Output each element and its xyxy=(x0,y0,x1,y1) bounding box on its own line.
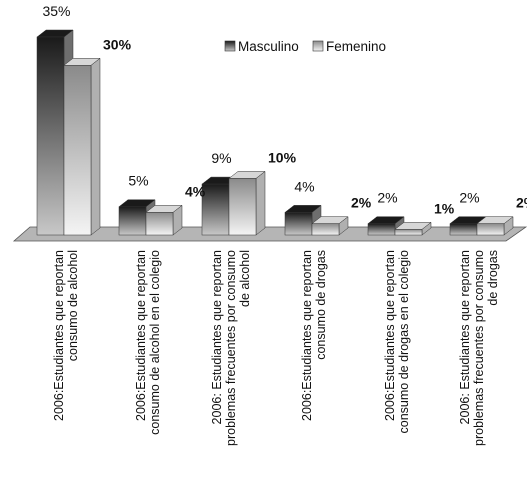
category-label-line: 2006:Estudiantes que reportan xyxy=(52,250,66,421)
category-label-line: de drogas xyxy=(486,250,500,306)
value-label-femenino-6: 2% xyxy=(516,195,527,211)
category-label-1: 2006:Estudiantes que reportan consumo de … xyxy=(52,250,80,421)
category-label-line: 2006: Estudiantes que reportan xyxy=(210,250,224,424)
bar-femenino-5 xyxy=(394,221,432,236)
value-label-masculino-5: 2% xyxy=(377,190,397,206)
value-labels-group: 35%5%9%4%2%2%30%4%10%2%1%2% xyxy=(42,3,527,216)
bar-side-face xyxy=(255,170,266,236)
category-label-line: consumo de drogas en el colegio xyxy=(397,250,411,434)
category-label-line: problemas frecuentes por consumo xyxy=(472,250,486,446)
category-label-5: 2006:Estudiantes que reportan consumo de … xyxy=(383,250,411,434)
value-label-masculino-4: 4% xyxy=(294,178,314,194)
category-label-3: 2006: Estudiantes que reportan problemas … xyxy=(210,250,252,446)
bar-femenino-4 xyxy=(311,216,349,236)
value-label-masculino-6: 2% xyxy=(459,190,479,206)
bars-group xyxy=(36,29,514,236)
category-label-line: consumo de drogas xyxy=(314,250,328,360)
value-label-masculino-3: 9% xyxy=(211,150,231,166)
category-label-line: 2006:Estudiantes que reportan xyxy=(300,250,314,421)
category-label-2: 2006:Estudiantes que reportan consumo de … xyxy=(134,250,162,435)
category-label-6: 2006: Estudiantes que reportan problemas … xyxy=(458,250,500,446)
bar-front-face xyxy=(394,229,423,236)
value-label-femenino-2: 4% xyxy=(185,183,206,199)
bar-front-face xyxy=(228,178,257,236)
bar-front-face xyxy=(201,183,230,236)
category-label-line: consumo de alcohol xyxy=(66,250,80,361)
value-label-femenino-3: 10% xyxy=(268,149,297,165)
category-label-line: de alcohol xyxy=(238,250,252,307)
bar-femenino-2 xyxy=(145,204,183,236)
value-label-masculino-1: 35% xyxy=(42,3,70,19)
value-label-femenino-1: 30% xyxy=(103,36,132,52)
category-label-4: 2006:Estudiantes que reportan consumo de … xyxy=(300,250,328,421)
bar-front-face xyxy=(449,223,478,236)
bar-femenino-6 xyxy=(476,216,514,236)
category-label-line: 2006: Estudiantes que reportan xyxy=(458,250,472,424)
category-labels-group: 2006:Estudiantes que reportan consumo de … xyxy=(52,250,500,446)
value-label-masculino-2: 5% xyxy=(128,173,148,189)
bar-front-face xyxy=(284,212,313,236)
category-label-line: consumo de alcohol en el colegio xyxy=(148,250,162,435)
category-label-line: problemas frecuentes por consumo xyxy=(224,250,238,446)
bar-front-face xyxy=(63,65,92,236)
value-label-femenino-4: 2% xyxy=(351,195,372,211)
legend-swatch-femenino xyxy=(312,40,324,52)
value-label-femenino-5: 1% xyxy=(434,200,455,216)
bar-masculino-4 xyxy=(284,204,322,236)
legend-label-masculino: Masculino xyxy=(238,39,299,54)
legend: Masculino Femenino xyxy=(224,39,386,54)
category-label-line: 2006:Estudiantes que reportan xyxy=(134,250,148,421)
bar-front-face xyxy=(476,223,505,236)
bar-side-face xyxy=(90,57,101,236)
bar-femenino-3 xyxy=(228,170,266,236)
category-label-line: 2006:Estudiantes que reportan xyxy=(383,250,397,421)
legend-swatch-masculino xyxy=(224,40,236,52)
bar-front-face xyxy=(118,206,147,236)
bar-front-face xyxy=(145,212,174,236)
bar-front-face xyxy=(36,36,65,236)
legend-label-femenino: Femenino xyxy=(326,39,386,54)
bar-front-face xyxy=(367,223,396,236)
bar-front-face xyxy=(311,223,340,236)
bar-femenino-1 xyxy=(63,57,101,236)
